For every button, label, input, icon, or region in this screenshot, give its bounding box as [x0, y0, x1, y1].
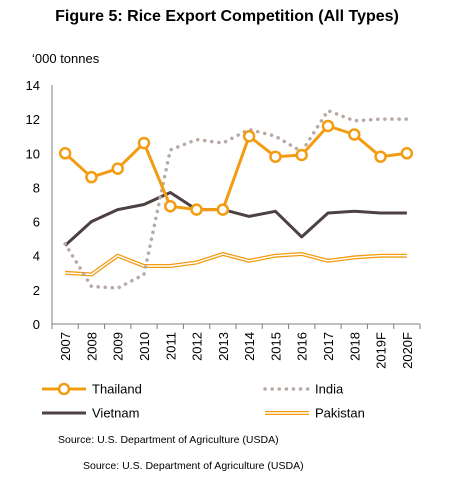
x-tick-label: 2019F: [374, 332, 389, 369]
thailand-data-point: [111, 162, 124, 175]
thailand-data-point: [164, 199, 177, 213]
thailand-data-point: [374, 150, 387, 163]
thailand-data-point: [58, 147, 72, 160]
thailand-data-point: [242, 129, 256, 143]
y-tick-label: 4: [33, 249, 40, 264]
y-tick-label: 12: [26, 112, 40, 127]
y-tick-label: 14: [26, 78, 40, 93]
x-tick-label: 2016: [295, 332, 310, 361]
thailand-data-point: [400, 147, 414, 160]
x-tick-label: 2007: [58, 332, 73, 361]
y-tick-label: 8: [33, 180, 40, 195]
thailand-data-point: [348, 128, 361, 141]
india-legend-label: India: [315, 382, 344, 397]
thailand-data-point: [85, 170, 98, 184]
thailand-data-point: [295, 148, 308, 162]
thailand-data-point: [216, 203, 230, 216]
x-tick-label: 2013: [216, 332, 231, 361]
thailand-data-point: [321, 119, 335, 133]
thailand-legend-marker: [57, 382, 71, 396]
x-tick-label: 2017: [321, 332, 336, 361]
y-tick-label: 10: [26, 146, 40, 161]
vietnam-series-line: [64, 191, 407, 247]
y-tick-label: 6: [33, 215, 40, 230]
x-tick-label: 2011: [163, 332, 178, 360]
chart-title: Figure 5: Rice Export Competition (All T…: [55, 8, 399, 25]
thailand-data-point: [137, 136, 151, 150]
thailand-legend-label: Thailand: [92, 382, 142, 397]
thailand-data-point: [190, 203, 203, 216]
y-tick-label: 0: [33, 317, 40, 332]
india-series-line: [63, 108, 409, 290]
thailand-data-point: [269, 150, 282, 163]
x-tick-label: 2008: [84, 332, 99, 361]
pakistan-legend-label: Pakistan: [315, 406, 365, 421]
x-tick-label: 2009: [111, 332, 126, 361]
y-tick-label: 2: [33, 283, 40, 298]
x-tick-label: 2020F: [400, 332, 415, 369]
x-tick-label: 2015: [268, 332, 283, 361]
x-tick-label: 2018: [347, 332, 362, 361]
source-note: Source: U.S. Department of Agriculture (…: [58, 434, 279, 446]
vietnam-legend-label: Vietnam: [92, 406, 139, 421]
x-tick-label: 2012: [190, 332, 205, 361]
x-tick-label: 2010: [137, 332, 152, 361]
x-tick-label: 2014: [242, 332, 257, 361]
y-axis-unit-label: ‘000 tonnes: [32, 51, 100, 66]
source-note-repeat: Source: U.S. Department of Agriculture (…: [83, 460, 304, 472]
pakistan-series-line-inner: [65, 253, 407, 276]
